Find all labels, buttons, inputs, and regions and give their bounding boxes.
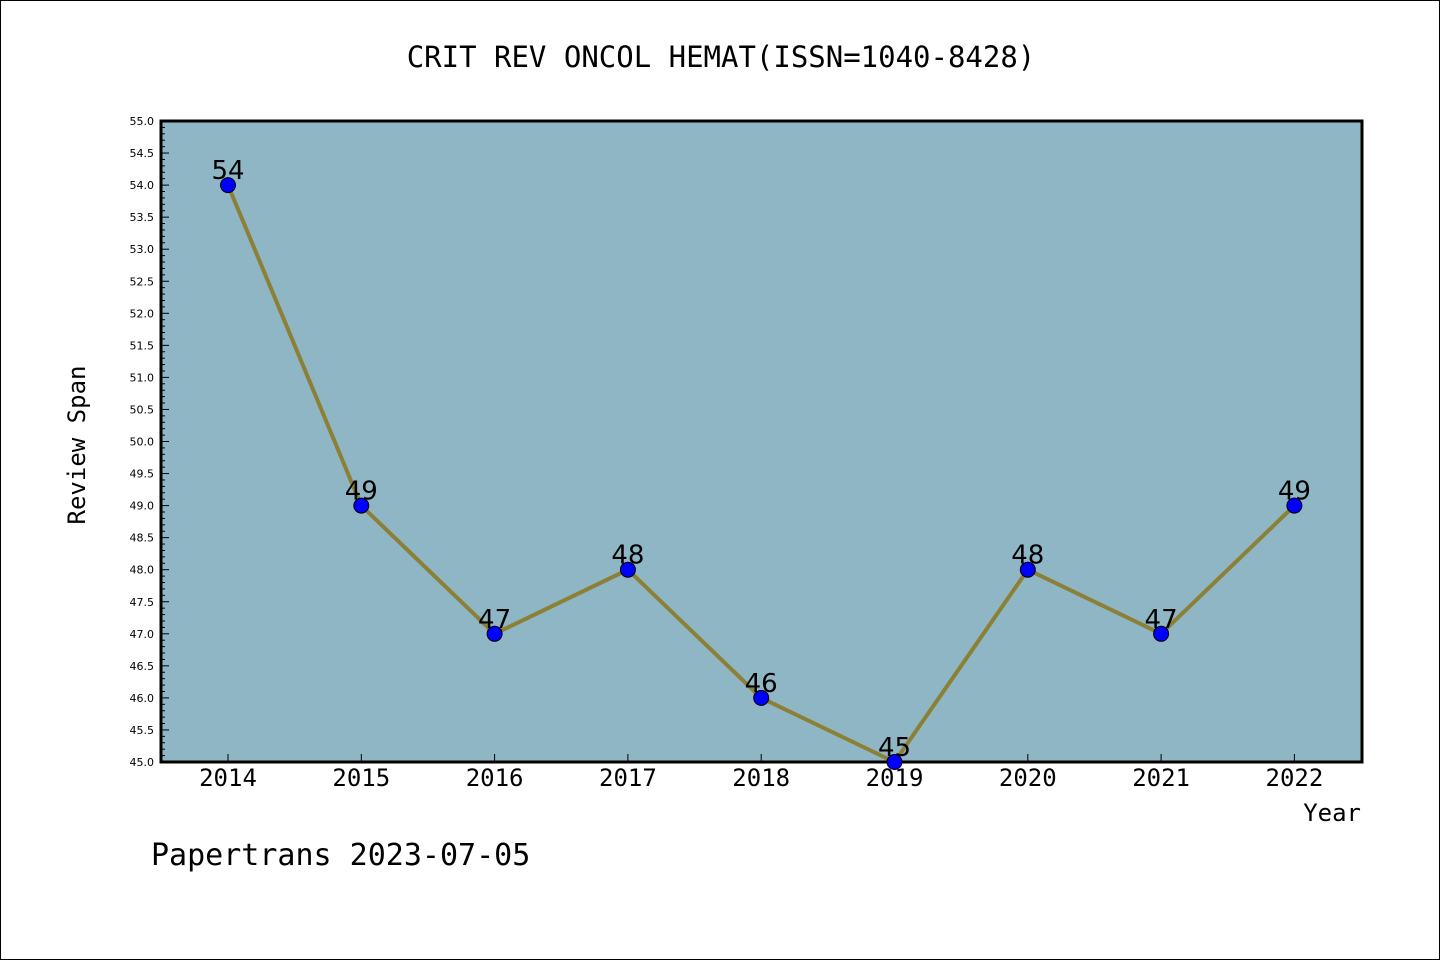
y-tick-label: 51.0 bbox=[130, 371, 155, 384]
x-tick-label: 2016 bbox=[466, 764, 524, 792]
data-point bbox=[753, 689, 770, 706]
y-tick-label: 54.0 bbox=[130, 179, 155, 192]
y-tick-label: 45.5 bbox=[130, 724, 155, 737]
data-point bbox=[486, 625, 503, 642]
x-tick-label: 2018 bbox=[732, 764, 790, 792]
x-tick-label: 2014 bbox=[199, 764, 257, 792]
y-tick-label: 52.0 bbox=[130, 307, 155, 320]
data-label: 49 bbox=[1278, 477, 1311, 507]
y-tick-label: 47.5 bbox=[130, 596, 155, 609]
data-point bbox=[886, 754, 903, 770]
x-tick-label: 2020 bbox=[999, 764, 1057, 792]
y-tick-label: 45.0 bbox=[130, 756, 155, 769]
y-axis: 45.0 45.5 46.0 46.5 47.0 47.5 48.0 48.5 49.0 49.5… bbox=[130, 115, 169, 769]
plot-area bbox=[159, 119, 1364, 764]
y-tick-label: 53.5 bbox=[130, 211, 155, 224]
y-tick-label: 46.5 bbox=[130, 660, 155, 673]
data-point bbox=[353, 497, 370, 514]
x-tick-label: 2021 bbox=[1132, 764, 1190, 792]
y-tick-label: 50.0 bbox=[130, 436, 155, 449]
y-tick-label: 48.5 bbox=[130, 532, 155, 545]
chart-title: CRIT REV ONCOL HEMAT(ISSN=1040-8428) bbox=[407, 40, 1036, 74]
y-tick-label: 50.5 bbox=[130, 403, 155, 416]
y-tick-label: 53.0 bbox=[130, 243, 155, 256]
data-point bbox=[1286, 497, 1303, 514]
x-tick-label: 2022 bbox=[1266, 764, 1324, 792]
y-tick-label: 52.5 bbox=[130, 275, 155, 288]
data-point bbox=[1153, 625, 1170, 642]
x-axis: 2014 2015 2016 2017 2018 2019 2020 2021 2022 bbox=[199, 754, 1323, 792]
data-label: 45 bbox=[878, 733, 911, 763]
y-tick-label: 54.5 bbox=[130, 147, 155, 160]
data-label: 49 bbox=[345, 477, 378, 507]
y-tick-label: 49.0 bbox=[130, 500, 155, 513]
data-label: 54 bbox=[211, 156, 244, 186]
y-tick-label: 46.0 bbox=[130, 692, 155, 705]
y-tick-label: 49.5 bbox=[130, 468, 155, 481]
data-label: 47 bbox=[478, 605, 511, 635]
y-tick-label: 51.5 bbox=[130, 339, 155, 352]
y-tick-label: 48.0 bbox=[130, 564, 155, 577]
data-point bbox=[1019, 561, 1036, 578]
y-axis-label: Review Span bbox=[63, 366, 91, 525]
data-label: 46 bbox=[745, 669, 778, 699]
data-label: 48 bbox=[611, 541, 644, 571]
y-tick-label: 55.0 bbox=[130, 115, 155, 128]
x-tick-label: 2017 bbox=[599, 764, 657, 792]
x-axis-label: Year bbox=[1303, 799, 1361, 827]
footer-text: Papertrans 2023-07-05 bbox=[151, 838, 530, 873]
series-layer: 54 49 47 48 46 45 48 47 49 bbox=[211, 156, 1311, 770]
data-point bbox=[220, 177, 236, 194]
data-label: 48 bbox=[1011, 541, 1044, 571]
data-point bbox=[619, 561, 636, 578]
data-label: 47 bbox=[1145, 605, 1178, 635]
y-tick-label: 47.0 bbox=[130, 628, 155, 641]
x-tick-label: 2015 bbox=[332, 764, 390, 792]
